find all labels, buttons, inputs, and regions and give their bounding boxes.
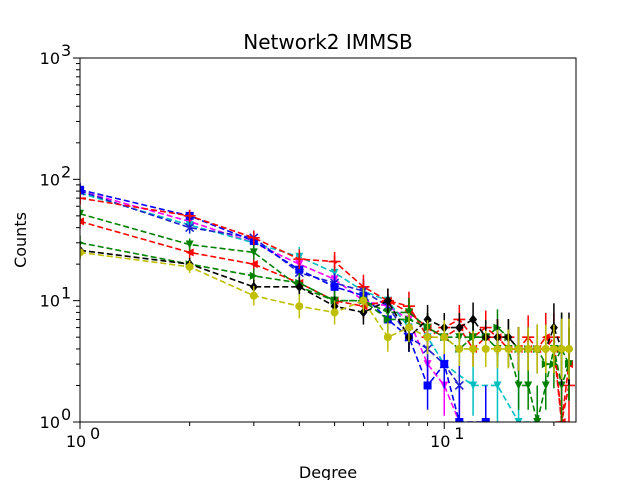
data-point — [383, 295, 392, 306]
data-point — [524, 381, 533, 390]
data-point — [328, 255, 341, 268]
data-point — [493, 381, 502, 390]
series-line — [80, 190, 460, 386]
axis-layer: 10 0 10 110 010 110 210 3 — [40, 41, 555, 451]
series-line — [80, 241, 570, 365]
data-point — [330, 308, 339, 317]
data-point — [295, 265, 304, 274]
y-tick-label: 10 — [40, 292, 60, 311]
data-point — [185, 248, 194, 257]
data-point — [359, 296, 368, 305]
data-point — [80, 240, 84, 245]
data-point — [185, 223, 195, 233]
x-axis-label: Degree — [299, 463, 357, 480]
series-line — [80, 251, 569, 350]
data-point — [404, 323, 413, 332]
data-point — [330, 282, 339, 291]
series-line — [80, 220, 570, 422]
data-point — [440, 333, 449, 342]
series-line — [80, 197, 570, 422]
data-point — [249, 248, 258, 257]
data-point — [249, 291, 258, 300]
data-point — [295, 281, 304, 292]
data-point — [185, 240, 194, 249]
data-point — [295, 302, 304, 311]
x-tick-label: 10 — [430, 432, 450, 451]
x-tick-exponent: 0 — [90, 424, 100, 443]
data-point — [533, 418, 542, 422]
data-point — [247, 231, 260, 244]
x-tick-label: 10 — [66, 432, 86, 451]
data-point — [504, 344, 513, 353]
series-line — [80, 189, 486, 422]
data-point — [469, 314, 478, 325]
series-line — [80, 190, 461, 422]
data-point — [330, 268, 339, 277]
data-point — [423, 333, 432, 342]
data-point — [469, 381, 478, 390]
series-line — [80, 249, 569, 350]
data-point — [533, 344, 542, 353]
y-tick-exponent: 1 — [61, 284, 71, 303]
data-point — [249, 260, 258, 269]
data-point — [423, 314, 432, 325]
data-point — [455, 344, 464, 353]
data-point — [514, 344, 523, 353]
data-point — [455, 322, 464, 333]
data-point — [454, 380, 464, 391]
data-point — [423, 381, 432, 390]
y-tick-label: 10 — [40, 170, 60, 189]
data-point — [557, 344, 566, 353]
data-point — [455, 418, 464, 422]
data-point — [514, 381, 523, 390]
data-point — [549, 344, 558, 353]
plot-frame — [79, 57, 577, 423]
data-point — [183, 209, 196, 222]
data-point — [249, 271, 258, 280]
data-point — [564, 344, 573, 353]
y-tick-exponent: 0 — [61, 405, 71, 424]
data-point — [514, 418, 523, 422]
y-tick-label: 10 — [40, 49, 60, 68]
data-point — [541, 344, 550, 353]
data-point — [80, 217, 84, 226]
series-group — [80, 245, 573, 380]
x-tick-exponent: 1 — [454, 424, 464, 443]
data-point — [80, 192, 86, 205]
data-point — [80, 209, 84, 218]
data-point — [440, 360, 449, 369]
data-point — [293, 253, 306, 266]
data-point — [185, 262, 194, 271]
y-tick-label: 10 — [40, 413, 60, 432]
data-point — [524, 344, 533, 353]
series-line — [80, 192, 538, 422]
y-axis-label: Counts — [11, 212, 30, 268]
y-tick-exponent: 2 — [61, 162, 71, 181]
data-point — [493, 344, 502, 353]
data-point — [80, 248, 84, 257]
chart-title: Network2 IMMSB — [243, 30, 412, 54]
y-tick-exponent: 3 — [61, 41, 71, 60]
data-point — [557, 381, 566, 390]
data-point — [481, 418, 490, 422]
data-point — [383, 315, 392, 324]
series-line — [80, 213, 570, 422]
data-point — [383, 333, 392, 342]
series-layer — [80, 182, 575, 422]
data-point — [469, 344, 478, 353]
data-point — [481, 344, 490, 353]
data-point — [80, 185, 84, 194]
